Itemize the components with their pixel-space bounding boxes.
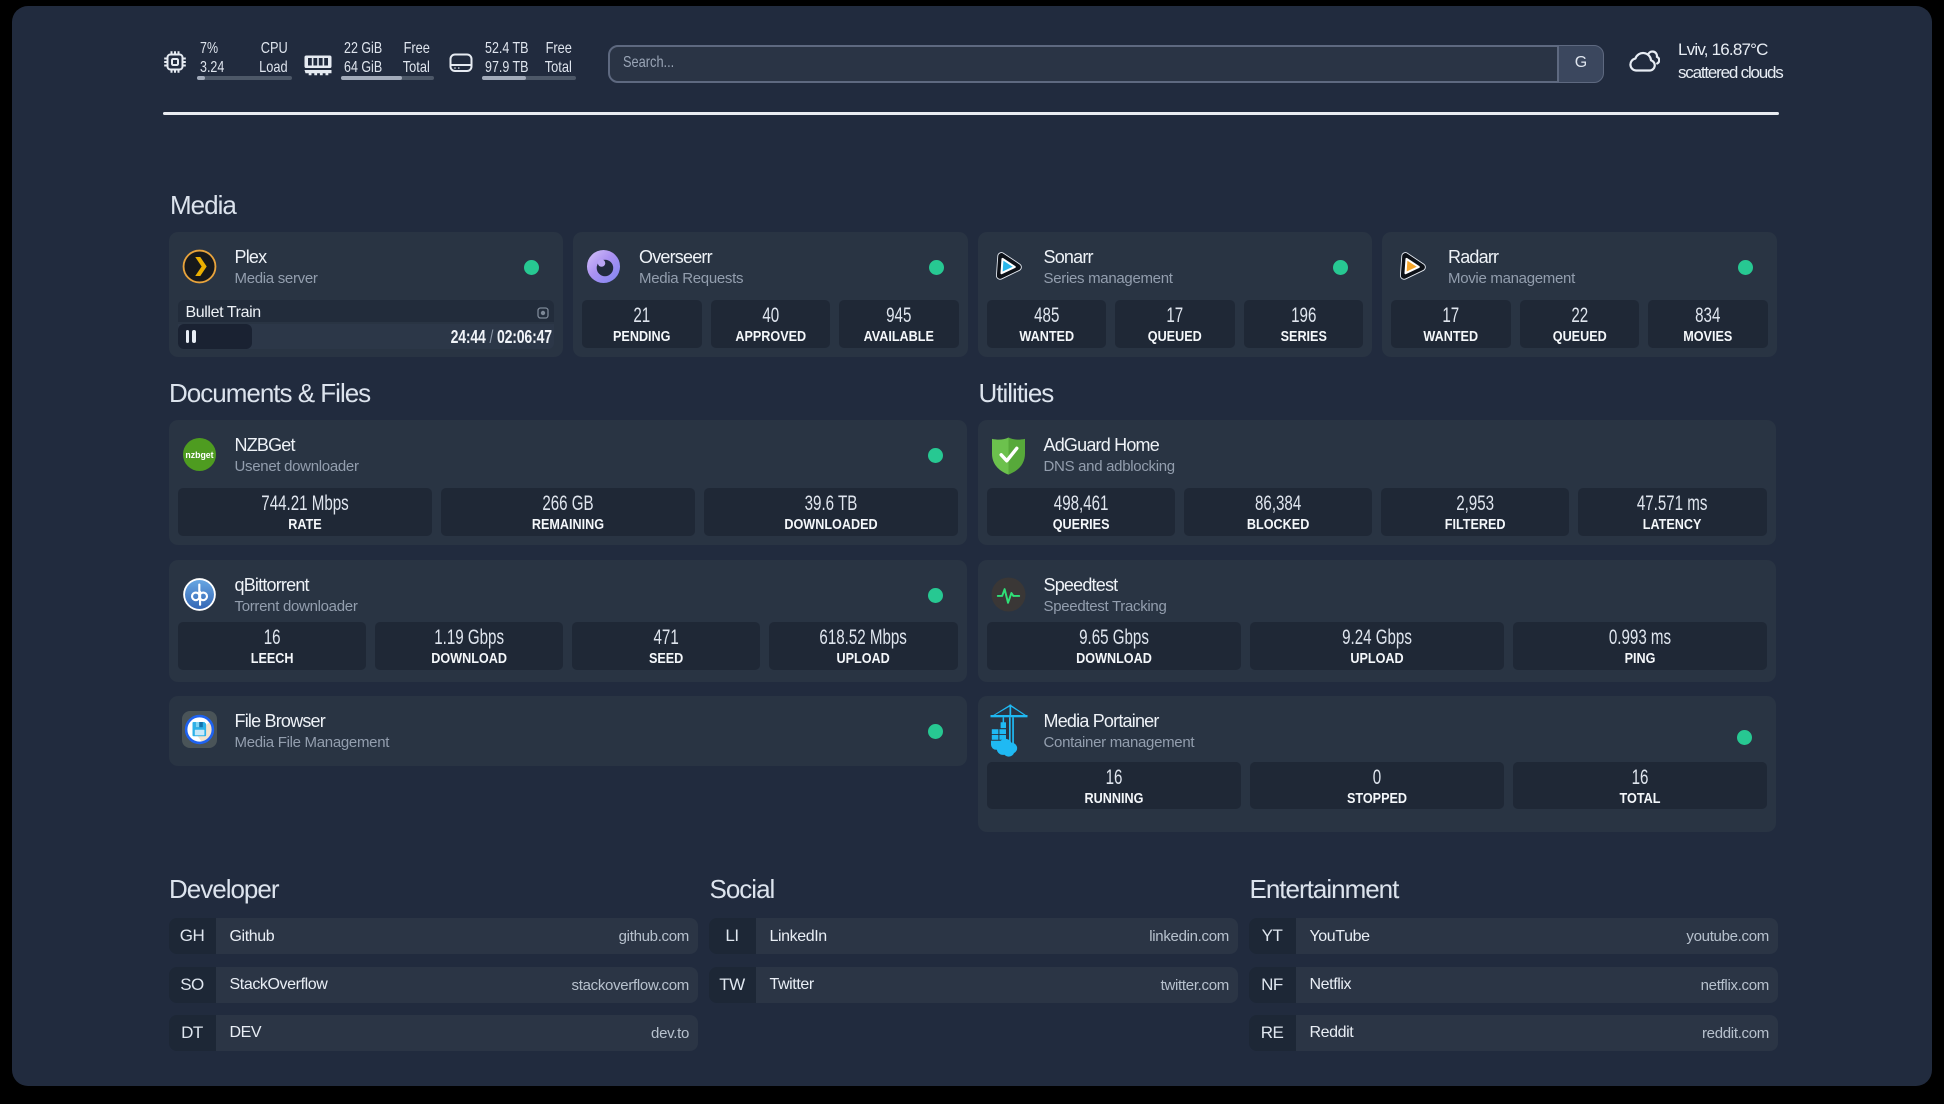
svg-text:nzbget: nzbget — [185, 450, 213, 460]
